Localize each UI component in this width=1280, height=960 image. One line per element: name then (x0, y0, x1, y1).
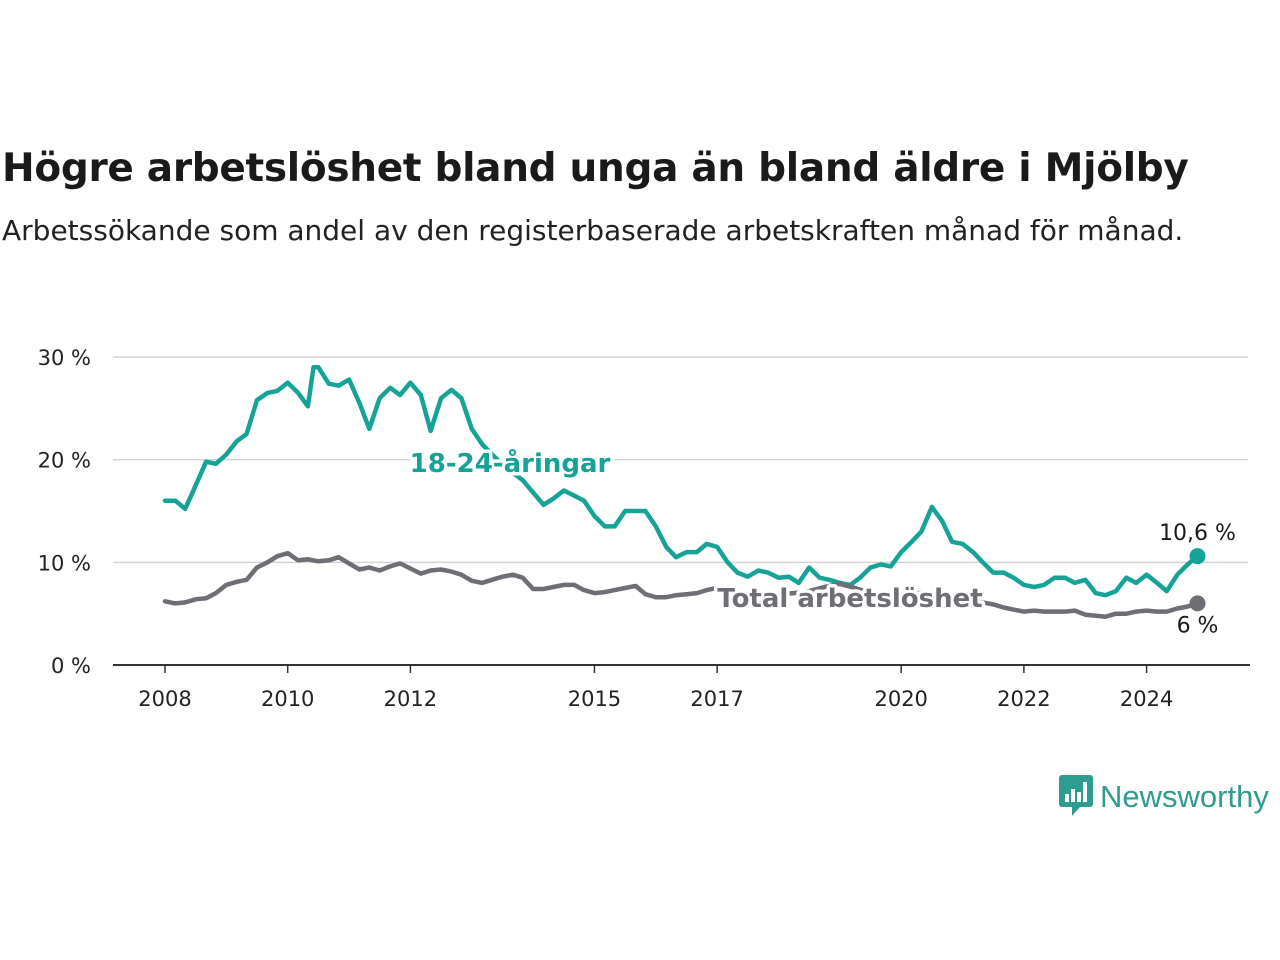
series-layer (162, 365, 1206, 619)
y-tick-label: 30 % (38, 346, 91, 370)
newsworthy-logo-icon (1058, 773, 1094, 821)
x-tick-label: 2015 (568, 687, 621, 711)
y-tick-label: 0 % (51, 654, 91, 678)
gridlines (113, 356, 1248, 564)
y-tick-label: 20 % (38, 449, 91, 473)
x-tick-label: 2012 (384, 687, 437, 711)
x-tick-label: 2010 (261, 687, 314, 711)
x-tick-label: 2020 (874, 687, 927, 711)
series-label-total: Total arbetslöshet (717, 584, 982, 614)
newsworthy-logo: Newsworthy (1058, 773, 1269, 821)
series-line-total (162, 550, 1200, 619)
end-point-total (1189, 595, 1206, 612)
y-axis-ticks: 0 % 10 % 20 % 30 % (38, 346, 91, 678)
labels-layer: 10,6 % 6 % 18-24-åringar Total arbetslöshet (406, 444, 1236, 639)
x-tick-label: 2024 (1120, 687, 1173, 711)
chart-subtitle: Arbetssökande som andel av den registerb… (2, 214, 1184, 247)
brand-name: Newsworthy (1100, 779, 1269, 814)
x-tick-label: 2022 (997, 687, 1050, 711)
x-tick-label: 2008 (138, 687, 191, 711)
series-label-youth: 18-24-åringar (410, 447, 611, 479)
x-axis-ticks: 2008 2010 2012 2015 2017 2020 2022 2024 (138, 665, 1173, 711)
end-point-youth (1189, 548, 1206, 565)
end-label-youth: 10,6 % (1159, 521, 1236, 546)
series-line-youth (162, 365, 1200, 598)
end-label-total: 6 % (1177, 613, 1219, 638)
x-tick-label: 2017 (690, 687, 743, 711)
chart-title: Högre arbetslöshet bland unga än bland ä… (2, 146, 1189, 191)
y-tick-label: 10 % (38, 551, 91, 575)
